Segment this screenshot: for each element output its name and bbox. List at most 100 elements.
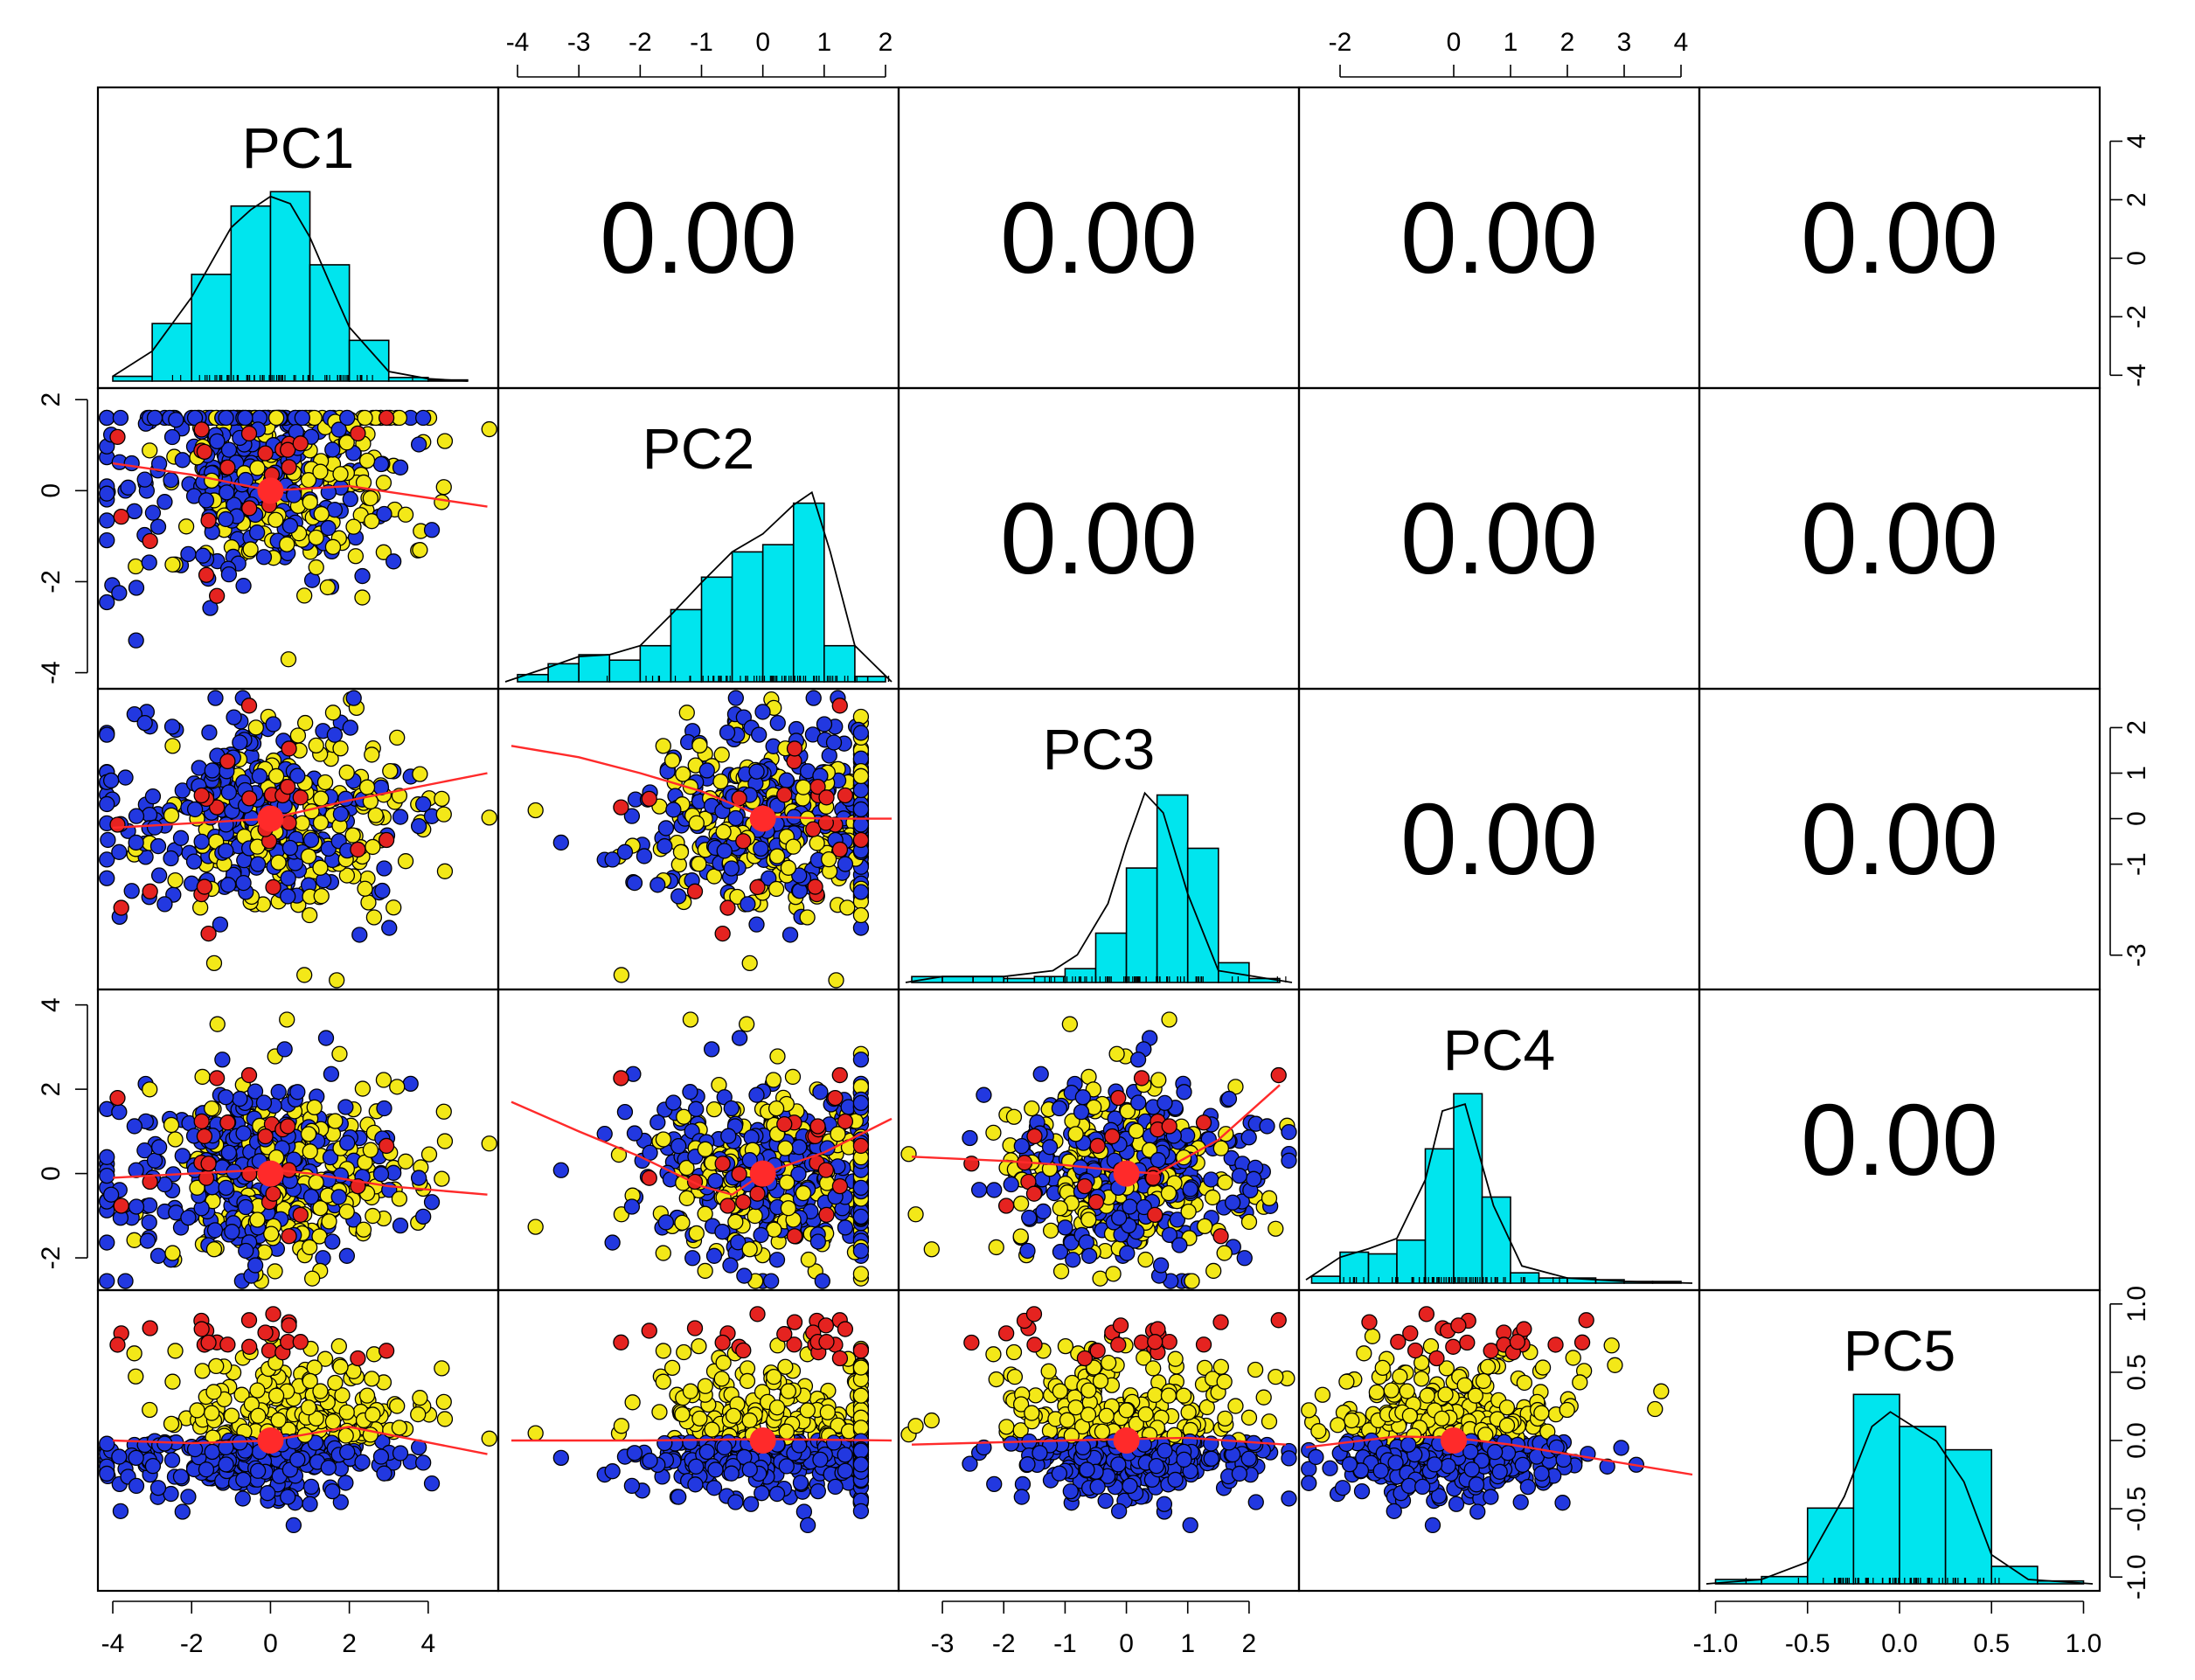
scatter-point (220, 784, 238, 801)
scatter-point (839, 899, 856, 916)
scatter-point (323, 1066, 340, 1082)
scatter-point (827, 1478, 844, 1496)
scatter-point (613, 799, 629, 816)
scatter-point (270, 854, 287, 871)
scatter-point (338, 1404, 355, 1420)
scatter-point (308, 1174, 324, 1191)
scatter-point (779, 1174, 795, 1191)
scatter-point (220, 441, 238, 458)
scatter-point (209, 1016, 226, 1032)
scatter-point (255, 549, 273, 566)
scatter-point (249, 1462, 267, 1479)
scatter-point (326, 502, 344, 518)
scatter-point (249, 460, 266, 476)
scatter-point (1176, 1084, 1192, 1100)
scatter-point (375, 475, 392, 491)
scatter-point (1160, 1184, 1177, 1202)
scatter-point (337, 790, 354, 807)
scatter-point (223, 1407, 240, 1424)
scatter-point (267, 1263, 283, 1280)
scatter-point (375, 1072, 392, 1088)
scatter-point (358, 452, 376, 469)
scatter-point (719, 1198, 736, 1214)
scatter-point (263, 1225, 280, 1242)
scatter-point (146, 409, 163, 427)
scatter-point (289, 767, 306, 784)
scatter-point (678, 1190, 695, 1206)
scatter-point (389, 1079, 406, 1095)
scatter-point (308, 737, 324, 754)
scatter-point (280, 888, 296, 905)
scatter-point (109, 1089, 126, 1107)
scatter-point (312, 463, 329, 480)
scatter-point (1145, 1360, 1162, 1377)
scatter-point (201, 724, 218, 741)
scatter-point (688, 1458, 705, 1475)
scatter-point (691, 856, 707, 872)
panel-PC2-PC4: 0.00 (1297, 386, 1701, 691)
scatter-point (219, 459, 236, 476)
scatter-point (240, 698, 258, 714)
scatter-point (128, 1198, 145, 1215)
variable-label-PC3: PC3 (1043, 717, 1155, 781)
scatter-point (1025, 1185, 1043, 1202)
scatter-point (985, 1124, 1002, 1141)
scatter-point (113, 1198, 129, 1214)
panel-PC3-PC5: 0.00 (1698, 687, 2101, 991)
scatter-point (435, 806, 452, 823)
scatter-point (120, 479, 136, 496)
scatter-point (136, 471, 153, 488)
scatter-point (777, 1358, 794, 1375)
scatter-point (719, 724, 736, 741)
scatter-point (1247, 1361, 1264, 1378)
scatter-point (1240, 1409, 1258, 1426)
scatter-point (434, 1360, 450, 1377)
scatter-point (354, 589, 371, 606)
scatter-point (852, 1052, 870, 1068)
scatter-point (163, 850, 179, 867)
scatter-point (338, 434, 355, 451)
scatter-point (765, 1072, 781, 1088)
scatter-point (208, 1070, 226, 1086)
scatter-point (748, 916, 765, 933)
scatter-point (725, 1407, 742, 1424)
scatter-point (1026, 1128, 1043, 1145)
rug-marks (606, 676, 890, 682)
scatter-point (193, 1321, 210, 1337)
scatter-point (714, 1334, 731, 1351)
scatter-point (397, 853, 414, 870)
scatter-point (663, 1359, 681, 1377)
scatter-point (1032, 1066, 1049, 1082)
scatter-point (265, 1306, 281, 1322)
scatter-point (1094, 1423, 1111, 1440)
scatter-point (1052, 1200, 1068, 1217)
scatter-point (320, 519, 337, 537)
scatter-point (99, 512, 115, 529)
scatter-point (1216, 1245, 1233, 1261)
histogram-bar (1186, 847, 1219, 983)
scatter-point (99, 1465, 115, 1482)
scatter-point (141, 554, 157, 571)
scatter-point (642, 1452, 658, 1469)
scatter-point (99, 1435, 115, 1452)
scatter-point (907, 1418, 924, 1434)
scatter-point (317, 1030, 335, 1046)
scatter-point (705, 868, 723, 885)
scatter-point (378, 409, 395, 427)
scatter-point (167, 1343, 184, 1359)
scatter-point (99, 870, 115, 886)
histogram-bar (151, 323, 193, 382)
scatter-point (1078, 1234, 1094, 1251)
scatter-point (715, 1354, 732, 1371)
scatter-point (281, 740, 297, 757)
scatter-point (1152, 1257, 1170, 1274)
scatter-point (354, 1454, 371, 1470)
scatter-point (142, 1401, 158, 1419)
scatter-point (324, 538, 342, 555)
scatter-point (741, 1241, 758, 1258)
scatter-point (527, 1218, 544, 1235)
scatter-point (1021, 1210, 1038, 1226)
scatter-point (719, 899, 736, 916)
histogram-bar (1125, 867, 1158, 983)
